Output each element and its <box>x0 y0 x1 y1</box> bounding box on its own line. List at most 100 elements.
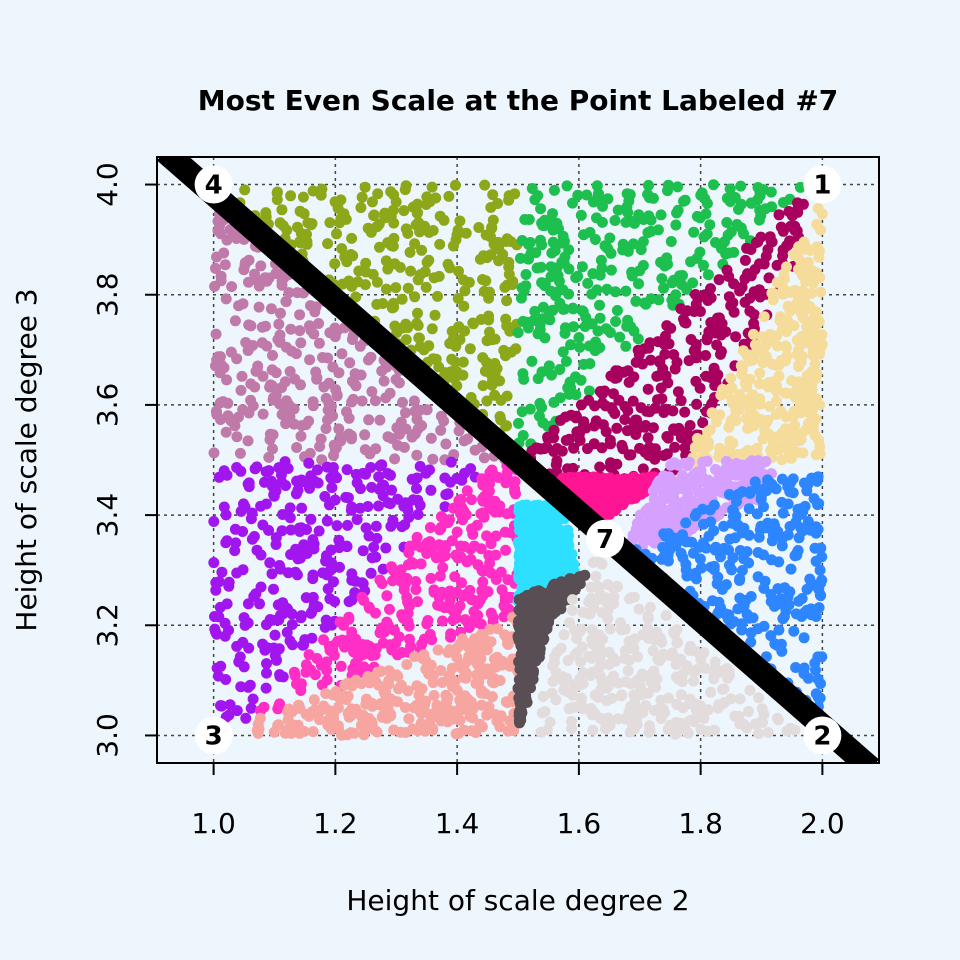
scatter-point <box>753 483 765 495</box>
scatter-point <box>334 561 345 573</box>
scatter-point <box>794 295 806 307</box>
scatter-point <box>304 354 316 366</box>
scatter-point <box>775 638 787 650</box>
scatter-point <box>256 337 268 349</box>
scatter-point <box>267 349 278 361</box>
scatter-point <box>244 679 256 691</box>
scatter-point <box>702 426 714 438</box>
scatter-point <box>609 286 621 298</box>
scatter-point <box>396 293 408 305</box>
scatter-point <box>253 301 265 313</box>
y-tick-label: 4.0 <box>91 162 124 207</box>
scatter-point <box>438 541 449 553</box>
scatter-point <box>208 447 220 459</box>
scatter-point <box>725 618 737 630</box>
scatter-point <box>615 690 627 702</box>
scatter-point <box>513 417 524 429</box>
scatter-point <box>801 485 813 497</box>
scatter-point <box>411 449 423 461</box>
scatter-point <box>434 570 446 582</box>
scatter-point <box>333 423 345 435</box>
scatter-point <box>351 477 363 489</box>
scatter-point <box>265 379 276 391</box>
y-tick-label: 3.2 <box>91 603 124 648</box>
scatter-point <box>291 287 303 299</box>
scatter-point <box>677 702 689 714</box>
scatter-point <box>416 244 428 256</box>
scatter-point <box>694 382 706 394</box>
scatter-point <box>738 600 750 612</box>
scatter-point <box>547 236 559 248</box>
scatter-point <box>544 716 556 728</box>
scatter-point <box>475 508 487 520</box>
scatter-point <box>572 270 584 282</box>
scatter-point <box>628 471 640 483</box>
scatter-point <box>294 325 306 337</box>
scatter-point <box>724 196 736 207</box>
scatter-point <box>223 709 235 721</box>
scatter-point <box>724 533 736 545</box>
scatter-point <box>601 695 613 707</box>
scatter-point <box>705 686 717 698</box>
scatter-point <box>457 356 469 368</box>
scatter-point <box>406 556 418 568</box>
scatter-point <box>255 581 267 593</box>
scatter-point <box>390 282 402 294</box>
scatter-point <box>424 522 436 533</box>
scatter-point <box>404 633 415 645</box>
scatter-point <box>516 235 528 246</box>
scatter-point <box>380 283 392 295</box>
scatter-point <box>611 305 623 316</box>
scatter-point <box>341 256 353 268</box>
scatter-point <box>440 489 452 501</box>
scatter-point <box>477 380 489 392</box>
scatter-point <box>211 408 223 420</box>
scatter-point <box>690 352 702 364</box>
scatter-point <box>736 565 748 576</box>
scatter-point <box>734 573 746 585</box>
scatter-point <box>617 238 629 250</box>
scatter-point <box>725 372 737 384</box>
scatter-point <box>791 547 803 559</box>
scatter-point <box>272 334 284 345</box>
scatter-point <box>284 502 296 514</box>
scatter-point <box>211 354 223 366</box>
scatter-point <box>315 659 327 671</box>
scatter-point <box>697 456 709 468</box>
scatter-point <box>671 637 683 649</box>
scatter-point <box>211 251 222 263</box>
scatter-point <box>536 503 548 515</box>
scatter-point <box>370 520 382 532</box>
scatter-point <box>406 431 418 443</box>
scatter-point <box>388 301 400 313</box>
scatter-point <box>703 530 715 542</box>
scatter-point <box>720 326 732 338</box>
scatter-point <box>536 531 548 542</box>
scatter-point <box>444 262 456 274</box>
scatter-point <box>295 522 307 534</box>
scatter-point <box>604 623 616 635</box>
scatter-point <box>702 295 714 306</box>
scatter-point <box>269 650 281 661</box>
scatter-point <box>542 433 554 445</box>
scatter-point <box>675 717 687 729</box>
scatter-point <box>499 602 511 614</box>
scatter-point <box>245 702 257 714</box>
scatter-point <box>218 501 230 513</box>
scatter-point <box>637 629 649 641</box>
scatter-point <box>802 256 814 268</box>
scatter-point <box>428 586 440 598</box>
scatter-point <box>815 542 827 554</box>
scatter-point <box>378 375 390 387</box>
scatter-point <box>467 594 479 606</box>
scatter-point <box>512 327 524 339</box>
scatter-point <box>715 348 726 360</box>
scatter-point <box>669 486 681 498</box>
scatter-point <box>454 600 466 612</box>
scatter-point <box>452 293 464 304</box>
scatter-point <box>245 320 257 332</box>
scatter-point <box>400 407 411 419</box>
scatter-point <box>609 408 621 419</box>
scatter-point <box>280 296 292 308</box>
scatter-point <box>752 236 764 248</box>
